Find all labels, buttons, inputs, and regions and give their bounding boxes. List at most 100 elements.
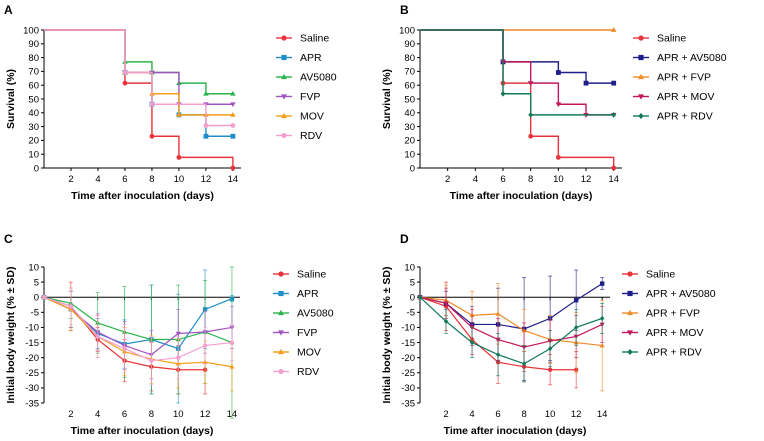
series-line [43, 296, 233, 368]
y-tick-label: 90 [28, 39, 39, 50]
x-tick-label: 10 [174, 174, 185, 185]
legend-label: Saline [657, 33, 686, 45]
x-axis-label: Time after inoculation (days) [71, 425, 214, 437]
data-point [583, 80, 589, 86]
y-tick-label: -5 [407, 308, 415, 319]
series-apr-rdv [417, 294, 605, 383]
series-line [44, 29, 233, 95]
data-point [122, 346, 127, 351]
legend-label: APR + RDV [646, 347, 702, 359]
y-tick-label: 0 [34, 163, 39, 174]
y-tick-label: 10 [28, 150, 39, 161]
y-tick-label: 50 [28, 94, 39, 105]
data-point [500, 90, 506, 97]
legend-marker [278, 348, 284, 355]
data-point [599, 342, 605, 348]
y-tick-label: 5 [34, 277, 39, 288]
y-tick-label: 70 [28, 67, 39, 78]
data-point [611, 111, 617, 118]
legend-item-av5080: AV5080 [276, 72, 337, 84]
data-point [122, 80, 128, 86]
y-tick-label: -10 [25, 323, 39, 334]
data-point [149, 101, 155, 107]
legend-marker [281, 35, 287, 41]
legend-marker [278, 271, 284, 277]
legend-label: MOV [300, 111, 324, 123]
x-tick-label: 6 [495, 409, 500, 420]
series-apr-rdv [420, 29, 617, 118]
x-tick-label: 2 [445, 174, 450, 185]
legend-item-apr-mov: APR + MOV [633, 91, 714, 103]
data-point [41, 295, 47, 300]
legend-item-saline: Saline [276, 33, 329, 45]
data-point [176, 355, 181, 360]
data-point [202, 343, 208, 348]
data-point [230, 102, 236, 108]
legend-marker [627, 348, 633, 356]
series-av5080 [41, 266, 235, 419]
x-tick-label: 12 [200, 409, 211, 420]
legend-item-rdv: RDV [276, 130, 322, 142]
x-axis-label: Time after inoculation (days) [444, 425, 587, 437]
data-point [176, 111, 182, 117]
data-point [469, 339, 475, 346]
legend-item-apr: APR [273, 288, 319, 300]
x-tick-label: 4 [95, 174, 100, 185]
y-tick-label: 60 [28, 81, 39, 92]
series-line [420, 29, 614, 116]
x-tick-label: 12 [201, 174, 212, 185]
data-point [122, 70, 128, 75]
legend: Saline APR AV5080 FVP MOV RDV [273, 269, 334, 378]
y-axis-label: Survival (%) [5, 69, 17, 129]
legend-label: APR [300, 52, 322, 64]
x-tick-label: 4 [95, 409, 100, 420]
legend-marker [627, 330, 633, 336]
data-point [599, 281, 605, 286]
x-axis-label: Time after inoculation (days) [450, 190, 593, 202]
x-tick-label: 10 [553, 174, 564, 185]
x-tick-label: 14 [228, 174, 239, 185]
x-tick-label: 6 [122, 174, 127, 185]
data-point [149, 358, 154, 363]
y-tick-label: -20 [25, 353, 39, 364]
legend-label: APR + RDV [657, 111, 713, 123]
y-tick-label: 100 [23, 25, 39, 36]
legend-marker [278, 290, 284, 297]
legend-label: Saline [646, 269, 675, 281]
x-tick-label: 12 [571, 409, 582, 420]
data-point [95, 334, 100, 339]
legend-item-apr-av5080: APR + AV5080 [633, 52, 727, 64]
series-line [419, 296, 603, 365]
series-line [43, 296, 233, 344]
legend-marker [278, 309, 284, 316]
legend-marker [281, 132, 287, 139]
y-tick-label: 100 [399, 25, 415, 36]
y-tick-label: -30 [25, 383, 39, 394]
series-line [420, 29, 615, 168]
x-tick-label: 8 [528, 174, 533, 185]
legend-item-apr-rdv: APR + RDV [633, 111, 713, 123]
data-point [176, 154, 182, 160]
series-line [420, 29, 614, 84]
data-point [547, 345, 553, 352]
legend-marker [281, 54, 287, 61]
y-tick-label: 30 [28, 122, 39, 133]
y-tick-label: 90 [404, 39, 415, 50]
legend-item-saline: Saline [273, 269, 326, 281]
series-saline [44, 29, 236, 171]
legend-marker [638, 73, 644, 80]
chart-panel-b: B 0 10 20 30 40 50 60 70 80 90 100 2 4 6 8 10 12 14 Time af… [381, 3, 727, 202]
x-tick-label: 8 [521, 409, 526, 420]
legend-item-saline: Saline [622, 269, 675, 281]
legend-item-apr-av5080: APR + AV5080 [622, 288, 716, 300]
x-tick-label: 8 [149, 174, 154, 185]
legend-marker [638, 112, 644, 120]
data-point [203, 123, 209, 128]
data-point [547, 367, 553, 372]
data-point [149, 133, 155, 139]
series-line [419, 296, 603, 347]
legend-marker [638, 54, 644, 61]
data-point [230, 90, 236, 96]
y-tick-label: 10 [404, 150, 415, 161]
